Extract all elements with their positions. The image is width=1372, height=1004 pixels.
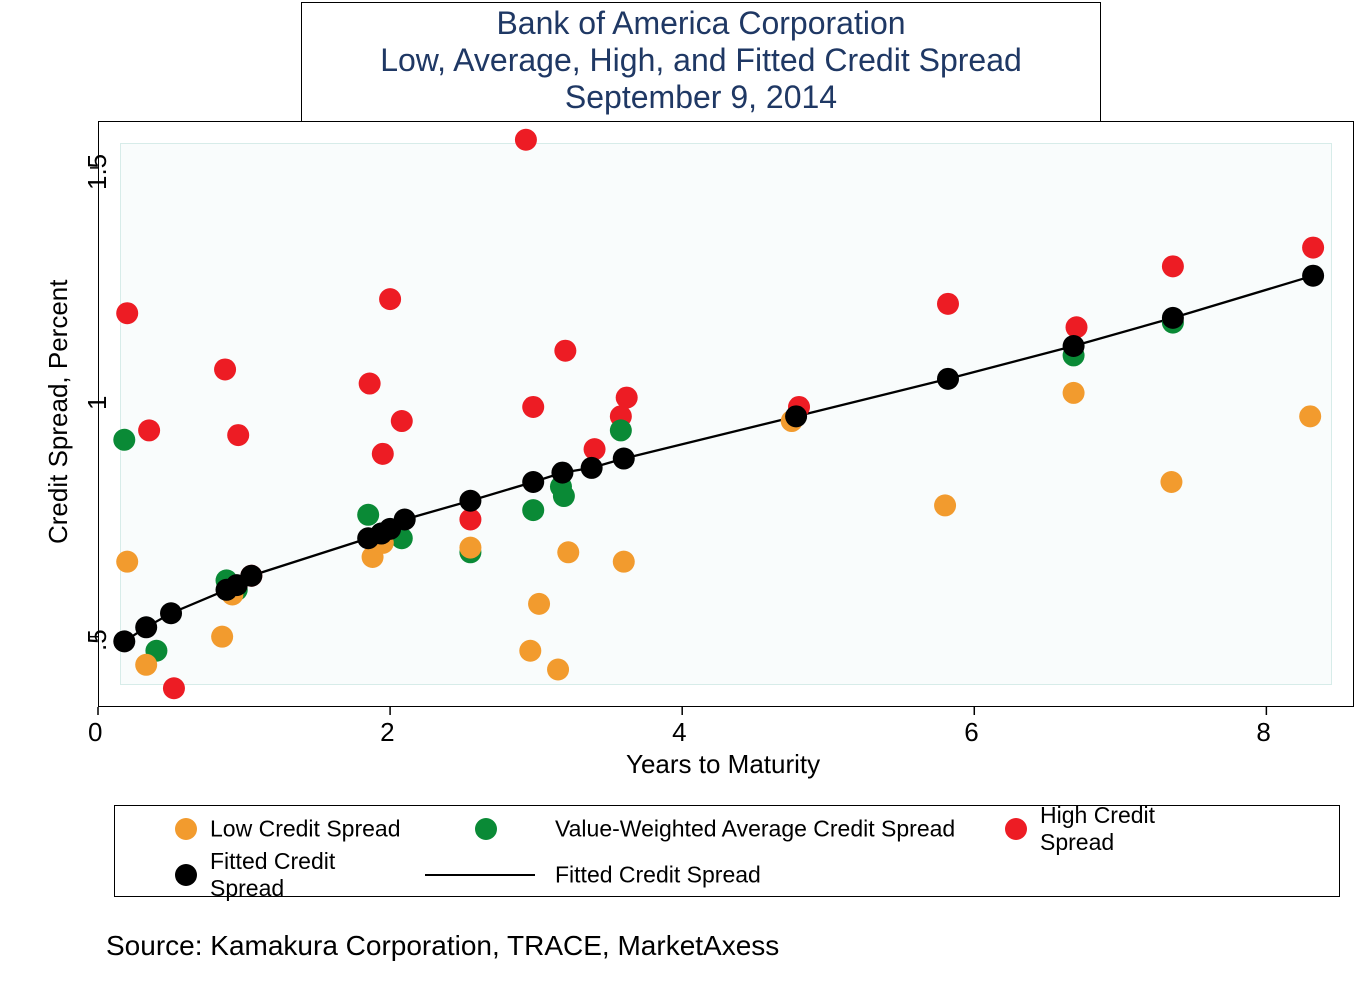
y-tick-label: 1 [82, 396, 113, 410]
legend-item: High Credit Spread [975, 806, 1235, 852]
y-tick-label: .5 [82, 629, 113, 651]
x-tick-label: 2 [380, 717, 394, 748]
legend-item: Value-Weighted Average Credit Spread [415, 806, 975, 852]
legend-label: Fitted Credit Spread [555, 862, 761, 889]
title-line-2: Low, Average, High, and Fitted Credit Sp… [310, 42, 1092, 79]
legend-label: Low Credit Spread [210, 816, 401, 843]
legend-marker-icon [1005, 818, 1027, 840]
x-axis-title: Years to Maturity [626, 749, 820, 780]
source-caption: Source: Kamakura Corporation, TRACE, Mar… [106, 930, 779, 962]
legend-label: Value-Weighted Average Credit Spread [555, 816, 955, 843]
x-tick-label: 8 [1256, 717, 1270, 748]
title-line-3: September 9, 2014 [310, 79, 1092, 116]
y-axis-title: Credit Spread, Percent [43, 280, 74, 544]
legend-item: Low Credit Spread [115, 806, 415, 852]
legend-line-icon [425, 874, 535, 876]
legend: Low Credit Spread Value-Weighted Average … [114, 805, 1340, 897]
legend-label: High Credit Spread [1040, 802, 1235, 856]
title-line-1: Bank of America Corporation [310, 5, 1092, 42]
legend-marker-icon [175, 864, 197, 886]
x-tick-label: 6 [964, 717, 978, 748]
y-tick-label: 1.5 [82, 154, 113, 190]
chart-title: Bank of America Corporation Low, Average… [301, 2, 1101, 122]
x-tick-label: 0 [88, 717, 102, 748]
legend-marker-icon [175, 818, 197, 840]
legend-marker-icon [475, 818, 497, 840]
legend-item: Fitted Credit Spread [115, 852, 415, 898]
x-tick-label: 4 [672, 717, 686, 748]
legend-item: Fitted Credit Spread [415, 852, 975, 898]
credit-spread-chart: Bank of America Corporation Low, Average… [0, 0, 1372, 1004]
legend-label: Fitted Credit Spread [210, 848, 415, 902]
